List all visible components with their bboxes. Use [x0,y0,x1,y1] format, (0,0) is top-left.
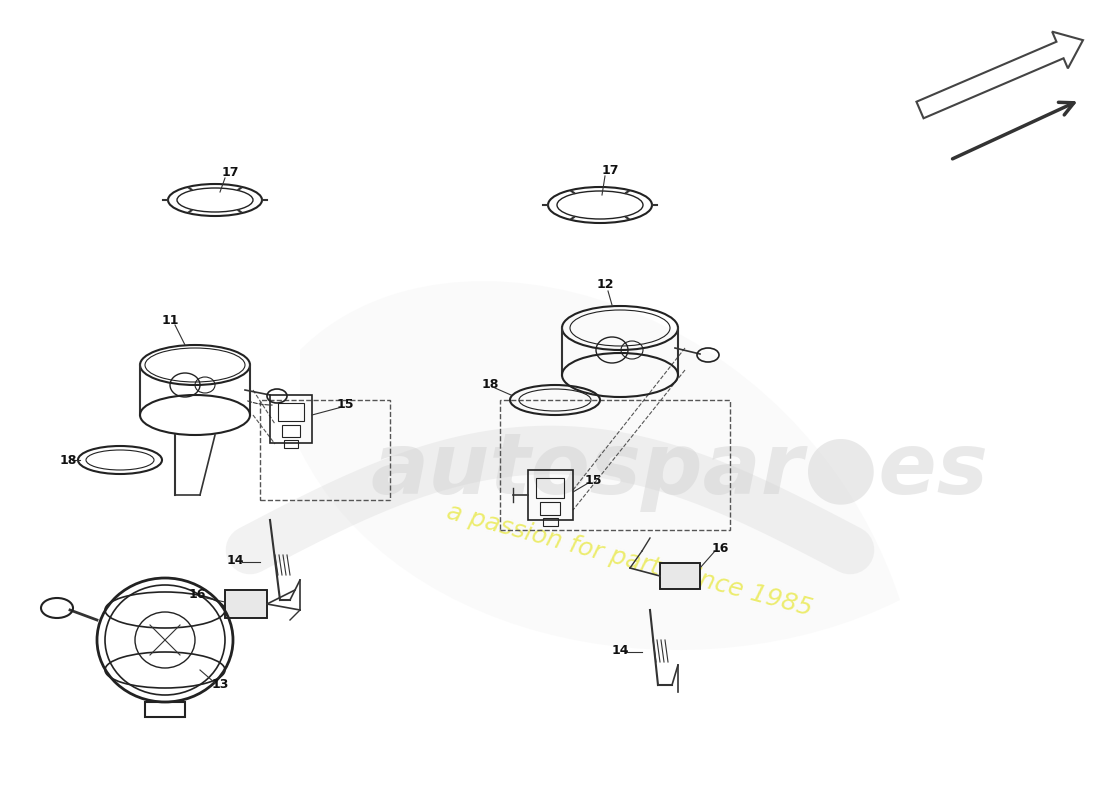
Bar [540,502,560,515]
FancyArrow shape [916,32,1084,118]
Text: 16: 16 [712,542,728,554]
Bar [270,395,312,443]
Bar [282,425,300,437]
Bar [278,403,304,421]
Bar [660,563,700,589]
Text: 15: 15 [584,474,602,486]
Bar [528,470,573,520]
Text: 18: 18 [59,454,77,466]
Text: 11: 11 [162,314,178,326]
Bar [660,563,700,589]
Text: 12: 12 [596,278,614,291]
Text: 13: 13 [211,678,229,691]
Bar [226,590,267,618]
Text: 15: 15 [337,398,354,411]
Text: 14: 14 [227,554,244,566]
PathPatch shape [300,281,900,647]
Bar [536,478,564,498]
Text: 16: 16 [188,589,206,602]
Bar [500,400,730,530]
Text: 17: 17 [602,163,618,177]
Bar [284,440,298,448]
Bar [145,702,185,717]
Text: a passion for parts since 1985: a passion for parts since 1985 [444,499,815,621]
Bar [226,590,267,618]
Bar [543,518,558,526]
Bar [260,400,390,500]
Text: 17: 17 [221,166,239,178]
Text: autospar●es: autospar●es [371,429,989,511]
Text: 14: 14 [612,643,629,657]
Text: 18: 18 [482,378,498,391]
